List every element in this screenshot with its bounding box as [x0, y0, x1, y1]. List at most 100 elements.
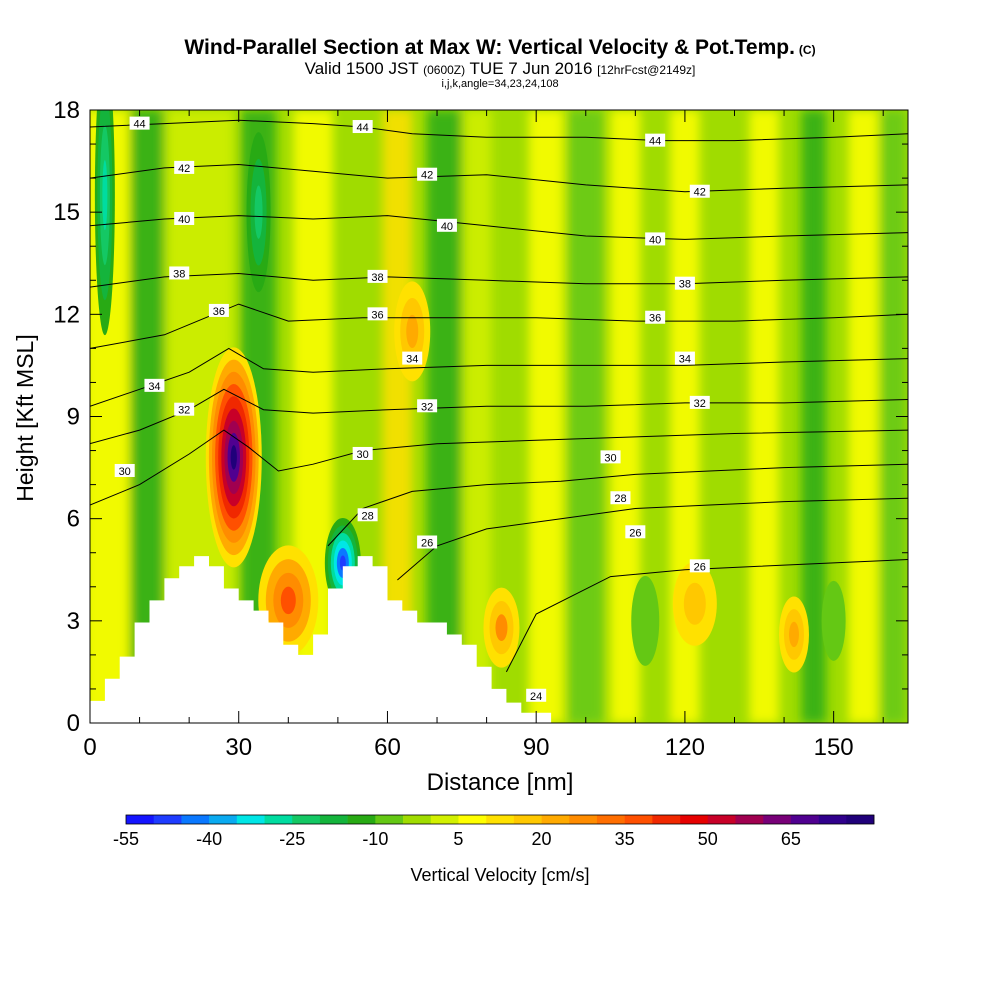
isentrope-label-15: 34 [148, 381, 160, 393]
colorbar-frame [125, 814, 875, 825]
downdraft-core-2 [246, 132, 271, 293]
colorbar-swatch-15 [541, 815, 570, 824]
chart-indices: i,j,k,angle=34,23,24,108 [441, 78, 559, 90]
isentrope-label-26: 26 [421, 538, 433, 550]
downdraft-core-1-ring-3 [102, 160, 108, 231]
isentrope-label-27: 26 [629, 527, 641, 539]
isentrope-label-box-4 [417, 167, 438, 181]
isentrope-label-25: 28 [614, 493, 626, 505]
isentrope-label-13: 36 [371, 309, 383, 321]
x-tick-label-5: 150 [814, 734, 854, 761]
colorbar-swatch-26 [846, 815, 875, 824]
colorbar-swatch-5 [264, 815, 293, 824]
isentrope-30 [90, 429, 908, 506]
field-band-13 [749, 110, 780, 723]
updraft-core-0-ring-8 [230, 445, 237, 470]
isentrope-label-4: 42 [421, 170, 433, 182]
isentrope-label-box-9 [169, 266, 190, 280]
colorbar-swatch-4 [236, 815, 265, 824]
field-band-15 [848, 110, 879, 723]
isentrope-label-6: 40 [178, 214, 190, 226]
subtitle-valid: Valid 1500 JST [304, 59, 424, 78]
chart-subtitle: Valid 1500 JST (0600Z) TUE 7 Jun 2016 [1… [0, 60, 1000, 79]
field-band-8 [528, 110, 564, 723]
isentrope-label-box-20 [689, 395, 710, 409]
isentrope-label-box-2 [645, 133, 666, 147]
colorbar-swatch-10 [403, 815, 432, 824]
updraft-core-4 [672, 561, 717, 646]
isentrope-label-2: 44 [649, 136, 661, 148]
colorbar-swatch-21 [707, 815, 736, 824]
isentrope-label-28: 26 [694, 561, 706, 573]
y-tick-label-3: 9 [67, 404, 80, 431]
chart-titles: Wind-Parallel Section at Max W: Vertical… [0, 36, 1000, 90]
isentrope-36 [90, 303, 908, 349]
x-tick-label-1: 30 [225, 734, 252, 761]
colorbar: -55 -40 -25 -10 5 20 35 50 65 [113, 814, 875, 849]
updraft-core-2-ring-2 [406, 314, 419, 349]
isentrope-label-10: 38 [371, 272, 383, 284]
colorbar-tick-label-8: 65 [781, 829, 801, 849]
isentrope-label-box-0 [129, 116, 150, 130]
colorbar-swatch-12 [458, 815, 487, 824]
colorbar-swatch-8 [347, 815, 376, 824]
chart-title: Wind-Parallel Section at Max W: Vertical… [0, 36, 1000, 60]
y-tick-label-5: 15 [53, 199, 80, 226]
isentrope-28 [327, 463, 908, 547]
colorbar-swatch-17 [596, 815, 625, 824]
isentrope-label-box-6 [174, 211, 195, 225]
isentrope-label-11: 38 [679, 279, 691, 291]
downdraft-core-3 [631, 575, 660, 666]
isentrope-labels: 44 44 44 42 42 42 40 40 40 38 38 38 36 36 36 34 34 34 32 32… [114, 116, 710, 703]
updraft-core-1 [258, 545, 319, 656]
colorbar-swatch-23 [763, 815, 792, 824]
subtitle-forecast: [12hrFcst@2149z] [597, 63, 696, 77]
isentrope-label-3: 42 [178, 163, 190, 175]
subtitle-date: TUE 7 Jun 2016 [465, 59, 598, 78]
isentrope-label-9: 38 [173, 268, 185, 280]
isentrope-label-box-26 [417, 535, 438, 549]
isentrope-label-box-7 [436, 218, 457, 232]
isentrope-label-box-28 [689, 559, 710, 573]
isentrope-label-22: 30 [357, 449, 369, 461]
colorbar-swatch-6 [292, 815, 321, 824]
isentrope-label-0: 44 [133, 119, 145, 131]
y-tick-label-4: 12 [53, 301, 80, 328]
isentrope-label-24: 28 [361, 510, 373, 522]
isentrope-label-box-11 [674, 276, 695, 290]
updraft-core-0 [205, 347, 262, 568]
subtitle-utc: (0600Z) [423, 63, 466, 77]
isentrope-24 [505, 559, 908, 673]
updraft-core-3-ring-2 [495, 614, 508, 641]
isentrope-label-8: 40 [649, 234, 661, 246]
isentrope-label-5: 42 [694, 187, 706, 199]
isentrope-label-box-13 [367, 307, 388, 321]
isentrope-38 [90, 272, 908, 288]
colorbar-swatch-11 [430, 815, 459, 824]
updraft-core-4-ring-1 [683, 582, 706, 625]
updraft-core-5-ring-2 [788, 621, 799, 648]
isentrope-label-7: 40 [441, 221, 453, 233]
isentrope-44 [90, 119, 908, 142]
y-tick-label-2: 6 [67, 506, 80, 533]
isentrope-label-20: 32 [694, 398, 706, 410]
colorbar-tick-label-6: 35 [615, 829, 635, 849]
colorbar-swatch-16 [569, 815, 598, 824]
updraft-core-5 [778, 596, 809, 673]
downdraft-core-4-ring-1 [827, 600, 840, 641]
isentrope-label-box-5 [689, 184, 710, 198]
colorbar-swatch-14 [513, 815, 542, 824]
x-axis-label: Distance [nm] [427, 769, 574, 796]
isentrope-label-box-15 [144, 378, 165, 392]
colorbar-swatch-18 [624, 815, 653, 824]
isentrope-label-box-24 [357, 508, 378, 522]
updraft-core-3 [483, 587, 520, 668]
terrain [90, 556, 908, 723]
isentrope-label-box-16 [402, 351, 423, 365]
isentrope-label-box-18 [174, 402, 195, 416]
colorbar-swatch-24 [790, 815, 819, 824]
isentrope-label-23: 30 [604, 452, 616, 464]
isentrope-label-box-3 [174, 160, 195, 174]
field-band-12 [712, 110, 737, 723]
